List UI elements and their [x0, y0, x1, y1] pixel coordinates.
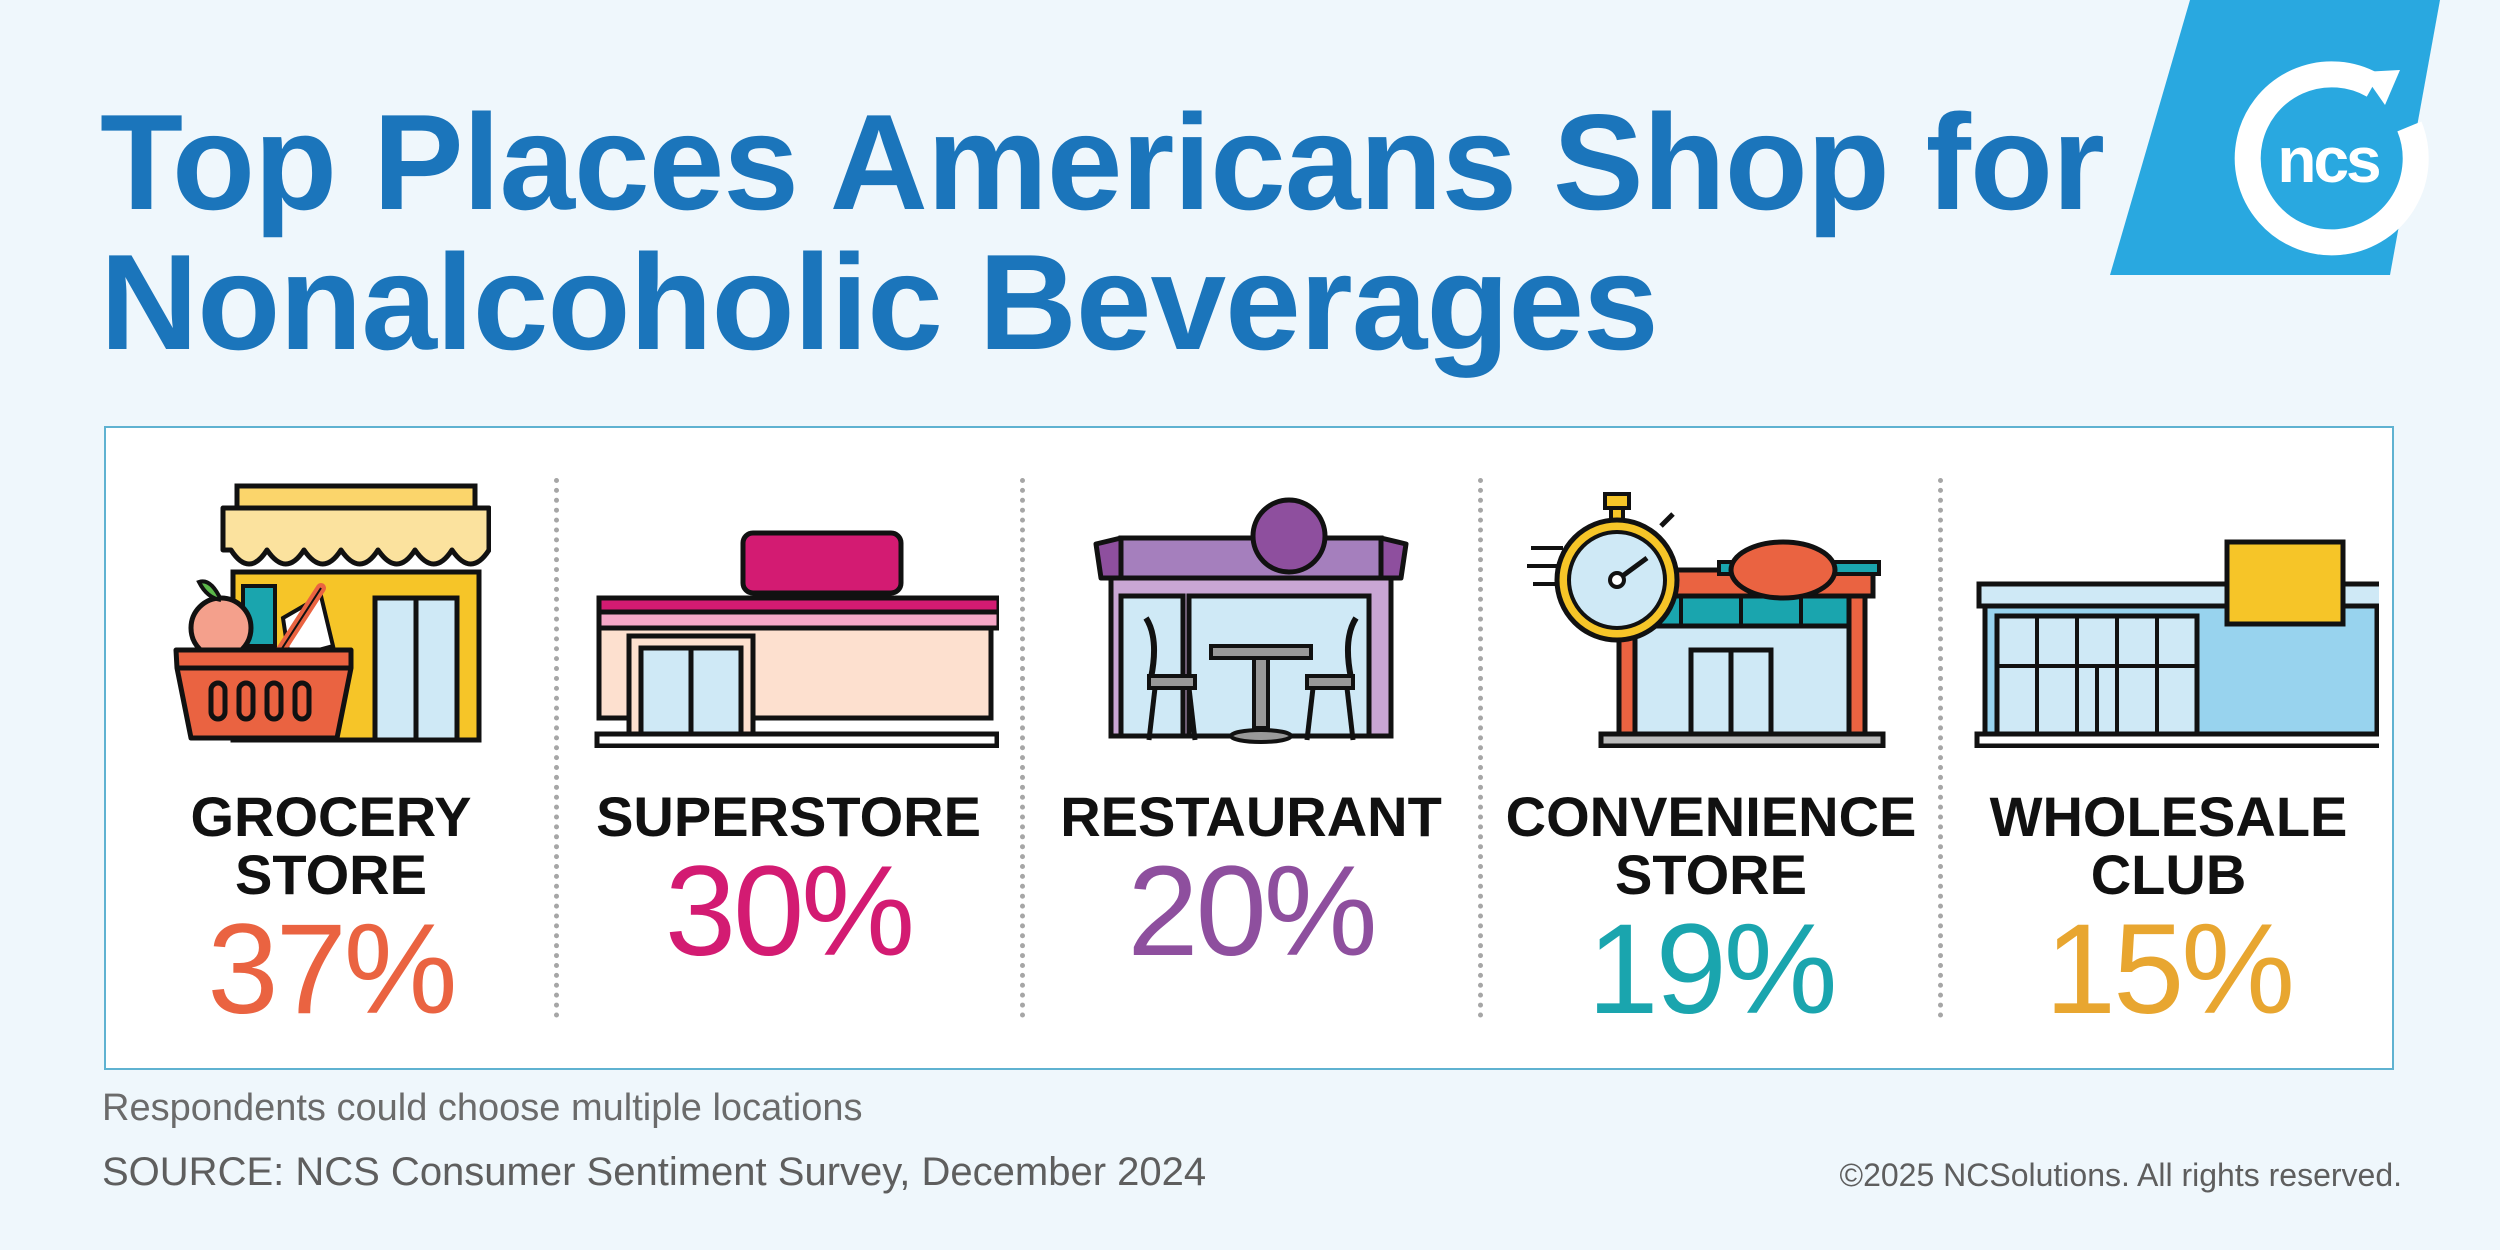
restaurant-icon — [1093, 497, 1409, 744]
logo-text: ncs — [2277, 124, 2379, 196]
logo-ring — [2234, 61, 2429, 256]
category-restaurant: RESTAURANT 20% — [1021, 428, 1481, 1068]
column-divider — [554, 478, 559, 1018]
percentage-value: 15% — [2044, 898, 2295, 1041]
column-divider — [1020, 478, 1025, 1018]
convenience-store-icon — [1527, 492, 1886, 748]
ncs-logo: ncs — [2110, 0, 2440, 275]
logo-arrow — [2362, 70, 2400, 105]
column-divider — [1478, 478, 1483, 1018]
title-line-2: Nonalcoholic Beverages — [100, 226, 1659, 378]
category-label: WHOLESALE CLUB — [1989, 785, 2348, 906]
category-label: GROCERY STORE — [190, 785, 472, 906]
title-line-1: Top Places Americans Shop for — [100, 86, 2105, 238]
category-label: SUPERSTORE — [596, 785, 981, 848]
category-label: CONVENIENCE STORE — [1505, 785, 1917, 906]
percentage-value: 30% — [664, 840, 915, 983]
copyright: ©2025 NCSolutions. All rights reserved. — [1839, 1157, 2402, 1193]
results-panel: GROCERY STORE 37% SUPERSTORE 30% — [104, 426, 2394, 1070]
grocery-store-icon — [173, 483, 491, 743]
source-line: SOURCE: NCS Consumer Sentiment Survey, D… — [102, 1150, 1207, 1194]
footnote: Respondents could choose multiple locati… — [102, 1087, 863, 1129]
category-grocery-store: GROCERY STORE 37% — [106, 428, 556, 1068]
page-title: Top Places Americans Shop for Nonalcohol… — [100, 86, 2105, 378]
category-label: RESTAURANT — [1060, 785, 1442, 848]
percentage-value: 20% — [1127, 840, 1377, 983]
percentage-value: 37% — [207, 898, 457, 1041]
category-convenience-store: CONVENIENCE STORE 19% — [1481, 428, 1941, 1068]
percentage-value: 19% — [1587, 898, 1837, 1041]
category-wholesale-club: WHOLESALE CLUB 15% — [1941, 428, 2396, 1068]
superstore-icon — [594, 530, 999, 748]
wholesale-club-icon — [1974, 539, 2379, 748]
column-divider — [1938, 478, 1943, 1018]
category-superstore: SUPERSTORE 30% — [556, 428, 1021, 1068]
